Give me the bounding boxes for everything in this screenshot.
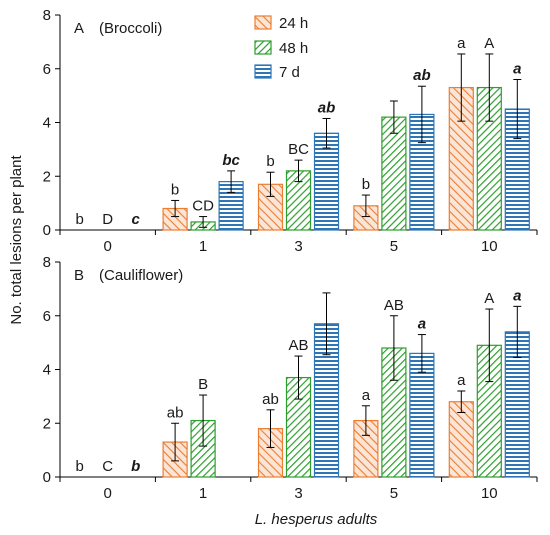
legend-swatch-7d	[254, 64, 272, 79]
panel-b-title: (Cauliflower)	[99, 267, 183, 284]
panel-a-x-tick-label: 1	[199, 238, 207, 255]
legend-item-24h: 24 h	[254, 15, 308, 32]
panel-b-letter: B	[74, 267, 84, 284]
panel-b-y-tick-label: 2	[43, 415, 51, 432]
panel-a-plot: 0 2 4 6 8 0 1 3 5 10 b b b b a D CD BC Ac bc ab ab a	[43, 7, 538, 255]
panel-b-sig-letter-h48: AB	[384, 297, 404, 314]
legend-label-7d: 7 d	[279, 64, 300, 81]
panel-b-y-tick-label: 8	[43, 254, 51, 271]
panel-b-bar-h24-cat-10	[448, 401, 474, 478]
panel-b-y-tick-label: 0	[43, 469, 51, 486]
panel-b-y-tick-label: 6	[43, 308, 51, 325]
panel-b-sig-letter-d7: a	[418, 316, 426, 333]
panel-b-bar-d7-cat-5	[409, 352, 435, 478]
legend-swatch-48h	[254, 40, 272, 55]
panel-a-y-tick-label: 6	[43, 61, 51, 78]
panel-a-sig-letter-d7: bc	[222, 152, 240, 169]
panel-b-sig-letter-h48: C	[102, 458, 113, 475]
panel-b-sig-letter-d7: a	[513, 287, 521, 304]
panel-a-x-tick-label: 5	[390, 238, 398, 255]
panel-b-x-tick-label: 10	[481, 485, 498, 502]
legend-item-7d: 7 d	[254, 64, 300, 81]
panel-a-sig-letter-h24: b	[76, 211, 84, 228]
panel-a-sig-letter-h24: b	[171, 181, 179, 198]
panel-a-sig-letter-d7: c	[132, 211, 141, 228]
panel-b-sig-letter-h48: AB	[288, 337, 308, 354]
panel-a-sig-letter-h24: b	[362, 176, 370, 193]
panel-b-sig-letter-h24: ab	[167, 404, 184, 421]
panel-b-x-tick-label: 0	[104, 485, 112, 502]
panel-a-sig-letter-h24: b	[266, 153, 274, 170]
shared-y-axis-title: No. total lesions per plant	[8, 155, 25, 325]
panel-a-sig-letter-h48: CD	[192, 198, 214, 215]
panel-a-sig-letter-d7: a	[513, 61, 521, 78]
panel-a-sig-letter-h48: BC	[288, 141, 309, 158]
panel-b-x-tick-label: 3	[294, 485, 302, 502]
panel-b-sig-letter-h24: b	[76, 458, 84, 475]
panel-b-sig-letter-h24: a	[362, 387, 371, 404]
panel-b-y-tick-label: 4	[43, 362, 51, 379]
panel-a-sig-letter-h48: D	[102, 211, 113, 228]
panel-a-sig-letter-h24: a	[457, 35, 466, 52]
panel-b-plot: 0 2 4 6 8 0 1 3 5 10 b ab ab a a C B AB AB Ab a a	[43, 254, 538, 502]
panel-a-broccoli: A (Broccoli) 0 2 4 6 8 0 1 3 5 10 b b b b a D CD BC Ac bc ab…	[43, 7, 538, 255]
panel-a-x-tick-label: 0	[104, 238, 112, 255]
panel-a-bar-h48-cat-5	[381, 116, 407, 231]
panel-b-sig-letter-h24: a	[457, 372, 466, 389]
legend-item-48h: 48 h	[254, 40, 308, 57]
panel-a-title: (Broccoli)	[99, 20, 162, 37]
panel-b-x-tick-label: 1	[199, 485, 207, 502]
panel-b-sig-letter-h48: A	[484, 290, 494, 307]
shared-x-axis-title: L. hesperus adults	[255, 511, 378, 528]
panel-b-sig-letter-h48: B	[198, 376, 208, 393]
panel-a-sig-letter-d7: ab	[318, 99, 336, 116]
panel-a-x-tick-label: 10	[481, 238, 498, 255]
panel-a-y-tick-label: 0	[43, 222, 51, 239]
panel-a-y-tick-label: 8	[43, 7, 51, 24]
panel-a-letter: A	[74, 20, 84, 37]
panel-a-x-tick-label: 3	[294, 238, 302, 255]
panel-a-sig-letter-d7: ab	[413, 67, 431, 84]
panel-b-x-tick-label: 5	[390, 485, 398, 502]
legend: 24 h 48 h 7 d	[254, 15, 308, 81]
panel-b-sig-letter-h24: ab	[262, 391, 279, 408]
legend-swatch-24h	[254, 15, 272, 30]
panel-a-bar-d7-cat-3	[313, 132, 340, 231]
panel-a-y-tick-label: 2	[43, 168, 51, 185]
panel-a-sig-letter-h48: A	[484, 35, 494, 52]
legend-label-24h: 24 h	[279, 15, 308, 32]
panel-b-sig-letter-d7: b	[131, 458, 140, 475]
panel-a-y-tick-label: 4	[43, 115, 51, 132]
legend-label-48h: 48 h	[279, 40, 308, 57]
